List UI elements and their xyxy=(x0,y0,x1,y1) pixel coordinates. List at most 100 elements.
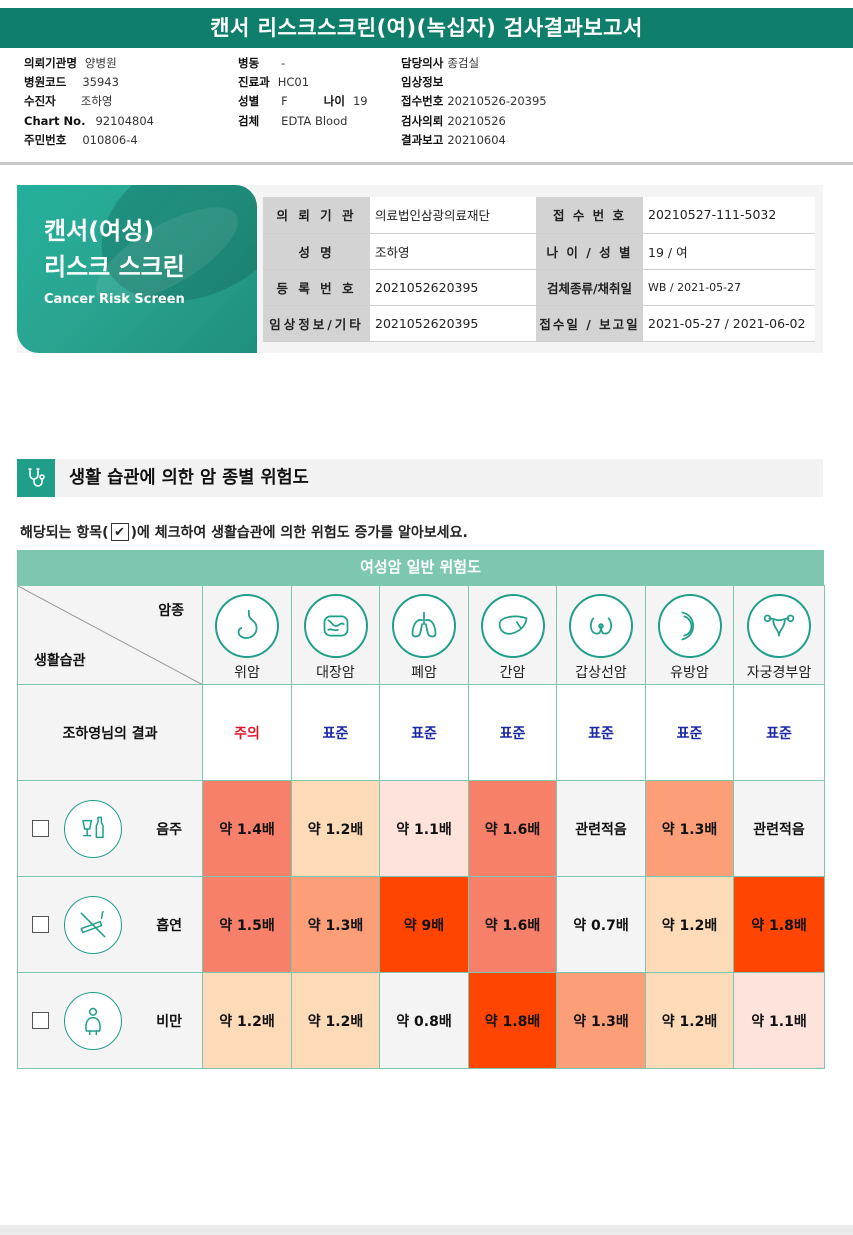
header-label: 결과보고 xyxy=(401,132,444,147)
header-label: 임상정보 xyxy=(401,75,444,90)
header-label: 검체 xyxy=(238,113,260,128)
cancer-name: 간암 xyxy=(499,665,526,681)
risk-cell: 관련적음 xyxy=(733,780,825,877)
info-value: 2021052620395 xyxy=(370,305,536,342)
info-key: 등 록 번 호 xyxy=(263,269,370,306)
info-row: 성 명 조하영 나 이 / 성 별 19 / 여 xyxy=(263,233,815,270)
thyroid-icon xyxy=(569,594,633,658)
header-value: 종검실 xyxy=(447,56,480,70)
header-label: 담당의사 xyxy=(401,56,444,70)
info-value: 19 / 여 xyxy=(643,233,815,270)
header-divider xyxy=(0,162,853,165)
uterus-icon xyxy=(747,594,811,658)
instruction-text: 해당되는 항목( ✔ )에 체크하여 생활습관에 의한 위험도 증가를 알아보세… xyxy=(20,522,468,542)
info-key: 접 수 번 호 xyxy=(536,197,643,234)
info-row: 등 록 번 호 2021052620395 검체종류/채취일 WB / 2021-05… xyxy=(263,269,815,306)
table-corner-cell: 암종 생활습관 xyxy=(17,585,203,685)
info-value: 2021052620395 xyxy=(370,269,536,306)
habit-name: 비만 xyxy=(156,1013,182,1030)
habit-cell: 음주 xyxy=(17,780,203,877)
section-header: 생활 습관에 의한 암 종별 위험도 xyxy=(17,459,823,497)
risk-cell: 약 1.6배 xyxy=(468,876,557,973)
header-value: 20210604 xyxy=(447,132,506,147)
info-value: 20210527-111-5032 xyxy=(643,197,815,234)
risk-cell: 약 1.2배 xyxy=(645,876,734,973)
info-value: 의료법인삼광의료재단 xyxy=(370,197,536,234)
header-label: 병동 xyxy=(238,56,260,70)
result-cell: 표준 xyxy=(645,684,734,781)
header-value: 35943 xyxy=(82,75,119,90)
header-col-3: 담당의사 종검실 임상정보 접수번호 20210526-20395 검사의뢰 2021… xyxy=(401,54,547,150)
habit-row: 음주 약 1.4배 약 1.2배 약 1.1배 약 1.6배 관련적음 약 1.3배 관련적음 xyxy=(17,780,825,877)
risk-cell: 약 0.7배 xyxy=(556,876,646,973)
info-row: 의 뢰 기 관 의료법인삼광의료재단 접 수 번 호 20210527-111-503… xyxy=(263,197,815,234)
info-row: 임상정보/기타 2021052620395 접수일 / 보고일 2021-05-27 … xyxy=(263,305,815,342)
header-label: 수진자 xyxy=(24,94,56,109)
cancer-header-cell: 갑상선암 xyxy=(556,585,646,685)
cancer-risk-screen-banner: 캔서(여성) 리스크 스크린 Cancer Risk Screen xyxy=(17,185,257,353)
header-value: 010806-4 xyxy=(82,132,138,147)
result-cell: 주의 xyxy=(202,684,292,781)
obesity-icon xyxy=(64,991,122,1050)
habit-row: 비만 약 1.2배 약 1.2배 약 0.8배 약 1.8배 약 1.3배 약 1.2배 약 … xyxy=(17,972,825,1069)
info-key: 검체종류/채취일 xyxy=(536,269,643,306)
risk-cell: 약 1.2배 xyxy=(291,972,380,1069)
risk-cell: 약 1.2배 xyxy=(291,780,380,877)
cancer-name: 위암 xyxy=(234,665,260,681)
result-label: 조하영님의 결과 xyxy=(17,684,203,781)
info-key: 임상정보/기타 xyxy=(263,305,370,342)
stethoscope-icon xyxy=(17,459,55,497)
habit-checkbox[interactable] xyxy=(32,819,49,837)
risk-cell: 약 1.2배 xyxy=(202,972,292,1069)
instruction-before: 해당되는 항목( xyxy=(20,525,109,541)
banner-title-line1: 캔서(여성) xyxy=(44,217,155,245)
header-value: 20210526 xyxy=(447,113,506,128)
header-label: 주민번호 xyxy=(24,132,67,147)
header-value: 양병원 xyxy=(84,56,117,70)
risk-cell: 약 9배 xyxy=(379,876,469,973)
liver-icon xyxy=(480,594,545,658)
risk-cell: 약 1.1배 xyxy=(733,972,825,1069)
risk-grid-title: 여성암 일반 위험도 xyxy=(17,550,824,585)
risk-cell: 약 1.1배 xyxy=(379,780,469,877)
footer-bar xyxy=(0,1225,853,1235)
info-key: 접수일 / 보고일 xyxy=(536,305,643,342)
cancer-name: 유방암 xyxy=(670,665,709,681)
risk-cell: 약 1.8배 xyxy=(468,972,557,1069)
risk-cell: 약 1.8배 xyxy=(733,876,825,973)
banner-title-line2: 리스크 스크린 xyxy=(44,253,185,281)
result-cell: 표준 xyxy=(468,684,557,781)
header-value: EDTA Blood xyxy=(281,113,348,128)
header-value: 19 xyxy=(352,94,368,109)
result-cell: 표준 xyxy=(733,684,825,781)
stomach-icon xyxy=(215,594,279,658)
habit-name: 음주 xyxy=(156,821,182,838)
cancer-name: 대장암 xyxy=(316,665,355,681)
report-title: 캔서 리스크스크린(여)(녹십자) 검사결과보고서 xyxy=(0,8,853,48)
info-key: 성 명 xyxy=(263,233,370,270)
risk-table: 암종 생활습관 위암 대장암 폐암 간암 갑상선암 유방암 자궁경부암 조하영님의 결과 주… xyxy=(17,585,825,1069)
habit-checkbox[interactable] xyxy=(32,1011,49,1029)
header-value: 92104804 xyxy=(95,113,154,128)
info-key: 의 뢰 기 관 xyxy=(263,197,370,234)
header-col-2: 병동 - 진료과 HC01 성별 F 나이 19 검체 EDTA Blood xyxy=(238,54,368,131)
habit-name: 흡연 xyxy=(156,917,182,934)
result-cell: 표준 xyxy=(379,684,469,781)
banner-subtitle: Cancer Risk Screen xyxy=(44,292,185,307)
cancer-name: 폐암 xyxy=(411,665,437,681)
risk-cell: 관련적음 xyxy=(556,780,646,877)
header-label: 병원코드 xyxy=(24,75,67,90)
check-mark-icon: ✔ xyxy=(110,523,129,541)
cancer-header-cell: 위암 xyxy=(202,585,292,685)
result-cell: 표준 xyxy=(556,684,646,781)
corner-label-habit: 생활습관 xyxy=(34,653,86,669)
cancer-name: 자궁경부암 xyxy=(746,665,812,681)
habit-checkbox[interactable] xyxy=(32,915,49,933)
section-title: 생활 습관에 의한 암 종별 위험도 xyxy=(69,468,309,488)
smoking-icon xyxy=(64,895,122,954)
patient-info-panel: 캔서(여성) 리스크 스크린 Cancer Risk Screen 의 뢰 기 … xyxy=(17,185,823,353)
risk-cell: 약 1.4배 xyxy=(202,780,292,877)
risk-cell: 약 1.3배 xyxy=(556,972,646,1069)
risk-cell: 약 1.5배 xyxy=(202,876,292,973)
patient-info-table: 의 뢰 기 관 의료법인삼광의료재단 접 수 번 호 20210527-111-503… xyxy=(263,197,815,342)
